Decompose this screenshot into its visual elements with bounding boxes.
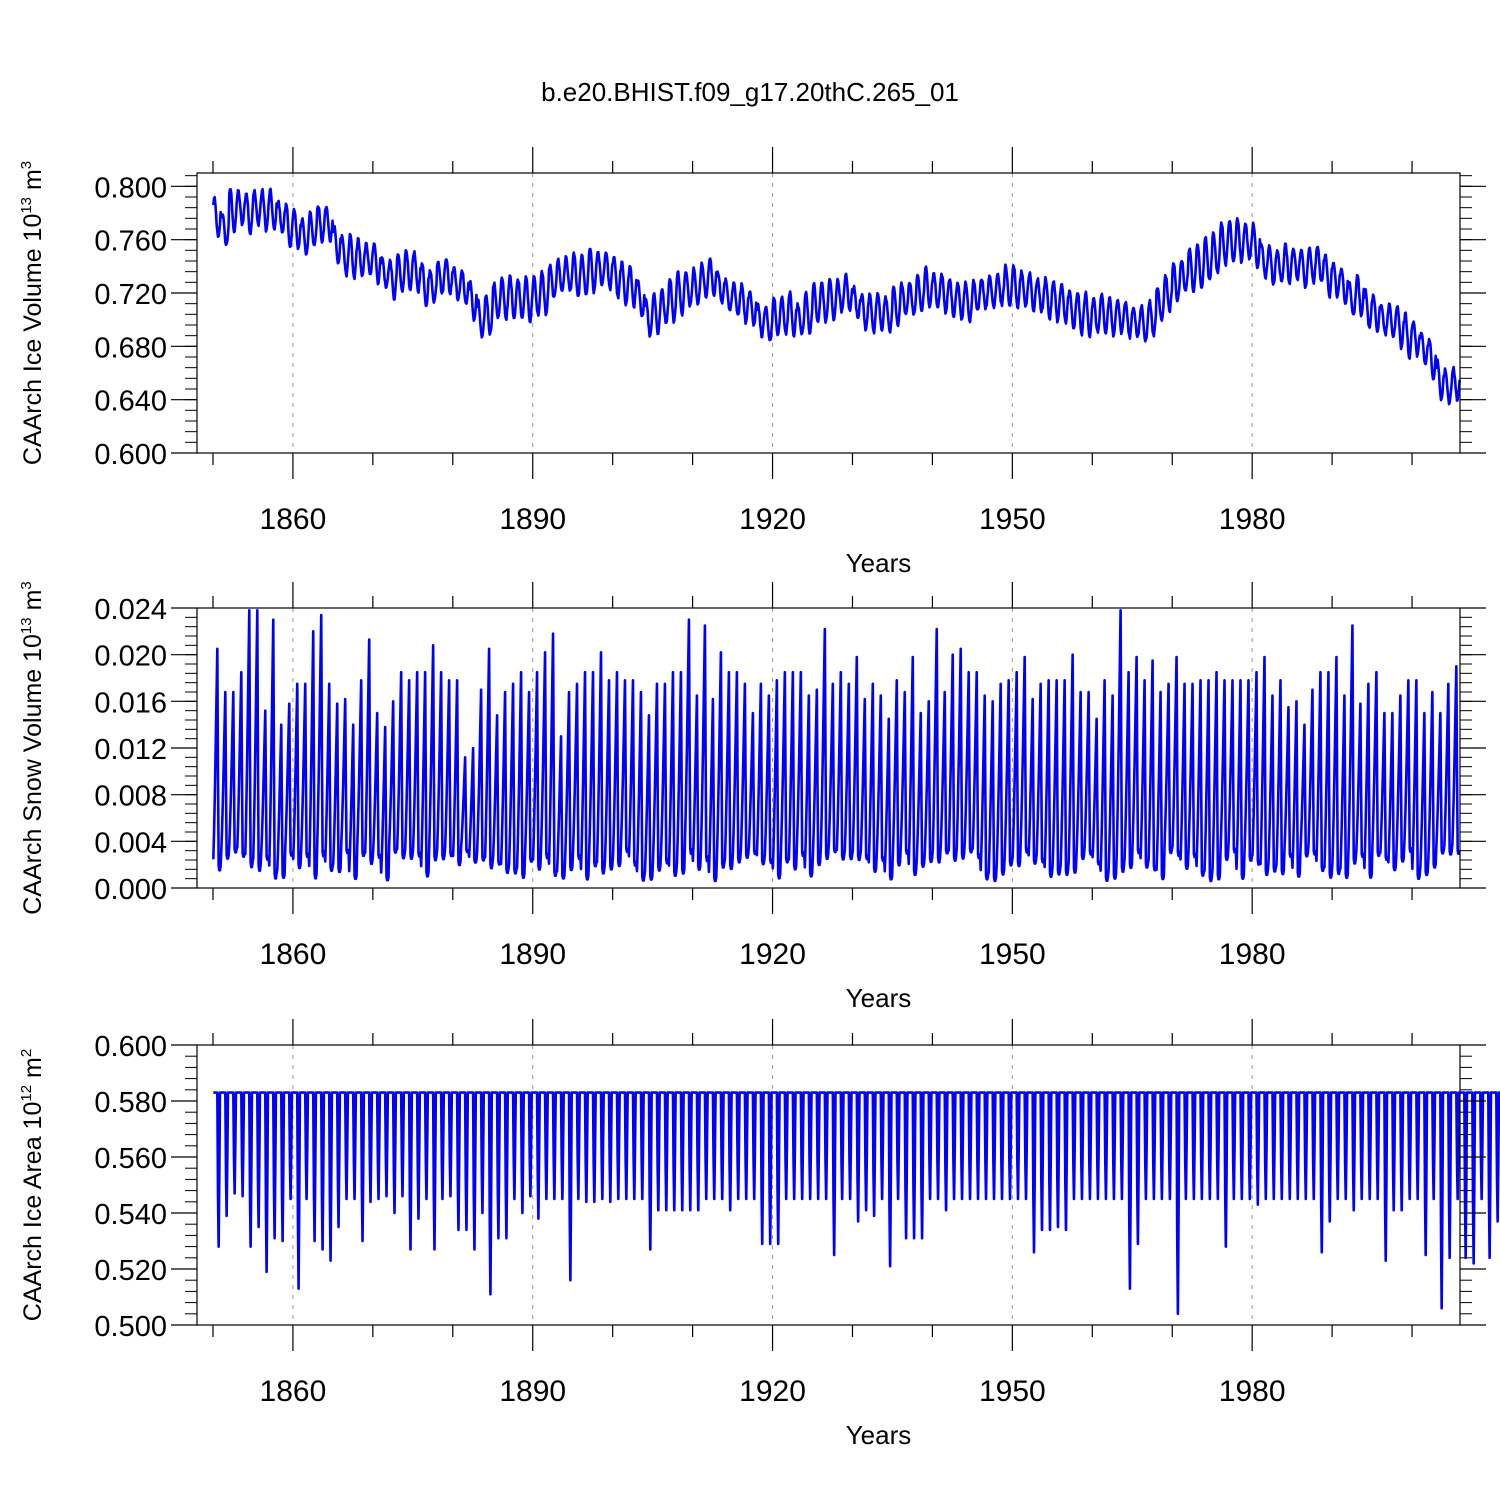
y-tick-label: 0.020 — [94, 641, 167, 673]
y-tick-label: 0.600 — [94, 439, 167, 471]
x-tick-label: 1860 — [260, 503, 327, 536]
series-line — [212, 1091, 1500, 1316]
y-tick-label: 0.008 — [94, 781, 167, 813]
y-tick-label: 0.600 — [94, 1031, 167, 1063]
y-tick-label: 0.560 — [94, 1143, 167, 1175]
y-axis-label: CAArch Ice Volume 1013 m3 — [18, 161, 47, 465]
y-tick-label: 0.000 — [94, 874, 167, 906]
y-tick-label: 0.520 — [94, 1255, 167, 1287]
y-tick-label: 0.540 — [94, 1199, 167, 1231]
y-axis-label: CAArch Ice Area 1012 m2 — [18, 1049, 47, 1321]
series-line — [212, 609, 1461, 883]
y-tick-label: 0.016 — [94, 687, 167, 719]
y-tick-label: 0.640 — [94, 386, 167, 418]
chart-panel-3: 1860 1890 1920 1950 1980 Years 0.500 0.520 0.540… — [18, 1019, 1500, 1450]
x-tick-label: 1890 — [499, 938, 566, 971]
x-tick-label: 1890 — [499, 503, 566, 536]
plot-frame — [196, 1044, 1461, 1326]
x-tick-label: 1920 — [739, 1375, 806, 1408]
y-tick-label: 0.004 — [94, 827, 167, 859]
x-tick-label: 1980 — [1219, 938, 1286, 971]
x-axis-label: Years — [846, 983, 912, 1013]
x-tick-label: 1920 — [739, 503, 806, 536]
x-tick-label: 1890 — [499, 1375, 566, 1408]
x-tick-label: 1950 — [979, 938, 1046, 971]
x-tick-label: 1860 — [260, 938, 327, 971]
x-tick-label: 1980 — [1219, 1375, 1286, 1408]
x-axis-label: Years — [846, 548, 912, 578]
x-tick-label: 1920 — [739, 938, 806, 971]
x-tick-label: 1980 — [1219, 503, 1286, 536]
chart-panel-1: 1860 1890 1920 1950 1980 Years 0.600 0.640 0.680… — [18, 147, 1486, 578]
x-axis-label: Years — [846, 1420, 912, 1450]
y-tick-label: 0.760 — [94, 226, 167, 258]
x-tick-label: 1860 — [260, 1375, 327, 1408]
y-tick-label: 0.720 — [94, 279, 167, 311]
y-tick-label: 0.580 — [94, 1087, 167, 1119]
y-tick-label: 0.024 — [94, 594, 167, 626]
y-tick-label: 0.680 — [94, 332, 167, 364]
y-tick-label: 0.012 — [94, 734, 167, 766]
y-tick-label: 0.800 — [94, 172, 167, 204]
plot-frame — [196, 172, 1461, 454]
x-tick-label: 1950 — [979, 1375, 1046, 1408]
series-line — [212, 187, 1461, 406]
chart-panel-2: 1860 1890 1920 1950 1980 Years 0.000 0.004 0.008… — [18, 581, 1486, 1013]
y-tick-label: 0.500 — [94, 1311, 167, 1343]
x-tick-label: 1950 — [979, 503, 1046, 536]
figure-title: b.e20.BHIST.f09_g17.20thC.265_01 — [541, 77, 959, 107]
y-axis-label: CAArch Snow Volume 1013 m3 — [18, 581, 47, 915]
